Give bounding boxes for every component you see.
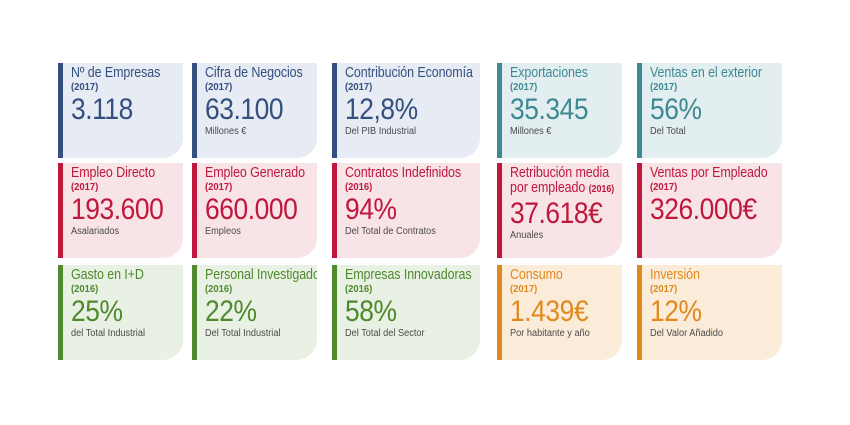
card-title: Exportaciones bbox=[510, 65, 588, 81]
card-title: Inversión bbox=[650, 267, 700, 283]
card-value: 25% bbox=[71, 295, 123, 328]
card-value: 22% bbox=[205, 295, 257, 328]
card-numero-empresas: Nº de Empresas (2017) 3.118 bbox=[58, 63, 183, 158]
card-value: 63.100 bbox=[205, 93, 284, 126]
card-subtitle: Del Total del Sector bbox=[345, 328, 425, 339]
card-title: Ventas por Empleado bbox=[650, 165, 768, 181]
card-gasto-id: Gasto en I+D (2016) 25% del Total Indust… bbox=[58, 265, 183, 360]
card-ventas-exterior: Ventas en el exterior (2017) 56% Del Tot… bbox=[637, 63, 782, 158]
card-subtitle: Millones € bbox=[510, 126, 552, 137]
card-year: (2017) bbox=[650, 283, 678, 295]
card-year: (2017) bbox=[510, 283, 538, 295]
card-year: (2016) bbox=[345, 283, 373, 295]
card-value: 35.345 bbox=[510, 93, 589, 126]
card-value: 37.618€ bbox=[510, 197, 603, 230]
card-title: Retribución media bbox=[510, 165, 610, 181]
card-value: 58% bbox=[345, 295, 397, 328]
card-subtitle: Del PIB Industrial bbox=[345, 126, 417, 137]
card-title: Empleo Directo bbox=[71, 165, 156, 181]
card-year: (2017) bbox=[510, 81, 538, 93]
card-year: (2016) bbox=[345, 181, 373, 193]
card-value: 326.000€ bbox=[650, 193, 757, 226]
card-value: 1.439€ bbox=[510, 295, 589, 328]
card-contribucion-economia: Contribución Economía (2017) 12,8% Del P… bbox=[332, 63, 480, 158]
card-value: 12,8% bbox=[345, 93, 418, 126]
card-title: Empresas Innovadoras bbox=[345, 267, 472, 283]
card-subtitle: Del Total Industrial bbox=[205, 328, 281, 339]
card-ventas-empleado: Ventas por Empleado (2017) 326.000€ bbox=[637, 163, 782, 258]
card-value: 193.600 bbox=[71, 193, 164, 226]
card-year: (2017) bbox=[650, 81, 678, 93]
card-value: 3.118 bbox=[71, 93, 133, 126]
card-year: (2017) bbox=[650, 181, 678, 193]
card-consumo: Consumo (2017) 1.439€ Por habitante y añ… bbox=[497, 265, 622, 360]
card-year: (2017) bbox=[205, 181, 233, 193]
card-subtitle: Anuales bbox=[510, 230, 544, 241]
card-exportaciones: Exportaciones (2017) 35.345 Millones € bbox=[497, 63, 622, 158]
card-empleo-directo: Empleo Directo (2017) 193.600 Asalariado… bbox=[58, 163, 183, 258]
card-subtitle: Del Total bbox=[650, 126, 686, 137]
card-title: Contratos Indefinidos bbox=[345, 165, 462, 181]
card-title: Contribución Economía bbox=[345, 65, 473, 81]
card-subtitle: Asalariados bbox=[71, 226, 120, 237]
card-year: (2017) bbox=[71, 181, 99, 193]
card-cifra-negocios: Cifra de Negocios (2017) 63.100 Millones… bbox=[192, 63, 317, 158]
card-title: Gasto en I+D bbox=[71, 267, 144, 283]
card-subtitle: Millones € bbox=[205, 126, 247, 137]
card-empleo-generado: Empleo Generado (2017) 660.000 Empleos bbox=[192, 163, 317, 258]
card-year: (2017) bbox=[205, 81, 233, 93]
card-subtitle: Por habitante y año bbox=[510, 328, 590, 339]
card-year: (2016) bbox=[588, 183, 615, 195]
card-retribucion-media: Retribución media por empleado (2016) 37… bbox=[497, 163, 622, 258]
card-personal-investigador: Personal Investigador (2016) 22% Del Tot… bbox=[192, 265, 317, 360]
card-inversion: Inversión (2017) 12% Del Valor Añadido bbox=[637, 265, 782, 360]
card-subtitle: Empleos bbox=[205, 226, 241, 237]
card-subtitle: Del Total de Contratos bbox=[345, 226, 436, 237]
card-title: Nº de Empresas bbox=[71, 65, 161, 81]
card-year: (2016) bbox=[71, 283, 99, 295]
card-title: Ventas en el exterior bbox=[650, 65, 762, 81]
card-empresas-innovadoras: Empresas Innovadoras (2016) 58% Del Tota… bbox=[332, 265, 480, 360]
card-title: Personal Investigador bbox=[205, 267, 317, 283]
card-contratos-indefinidos: Contratos Indefinidos (2016) 94% Del Tot… bbox=[332, 163, 480, 258]
card-value: 56% bbox=[650, 93, 702, 126]
card-year: (2017) bbox=[71, 81, 99, 93]
card-title-line2: por empleado (2016) bbox=[510, 180, 614, 197]
card-value: 94% bbox=[345, 193, 397, 226]
card-title-2: por empleado bbox=[510, 180, 586, 196]
card-subtitle: Del Valor Añadido bbox=[650, 328, 723, 339]
card-title: Cifra de Negocios bbox=[205, 65, 303, 81]
card-value: 660.000 bbox=[205, 193, 298, 226]
card-title: Empleo Generado bbox=[205, 165, 305, 181]
card-title: Consumo bbox=[510, 267, 563, 283]
card-value: 12% bbox=[650, 295, 702, 328]
card-year: (2016) bbox=[205, 283, 233, 295]
card-subtitle: del Total Industrial bbox=[71, 328, 145, 339]
card-year: (2017) bbox=[345, 81, 373, 93]
